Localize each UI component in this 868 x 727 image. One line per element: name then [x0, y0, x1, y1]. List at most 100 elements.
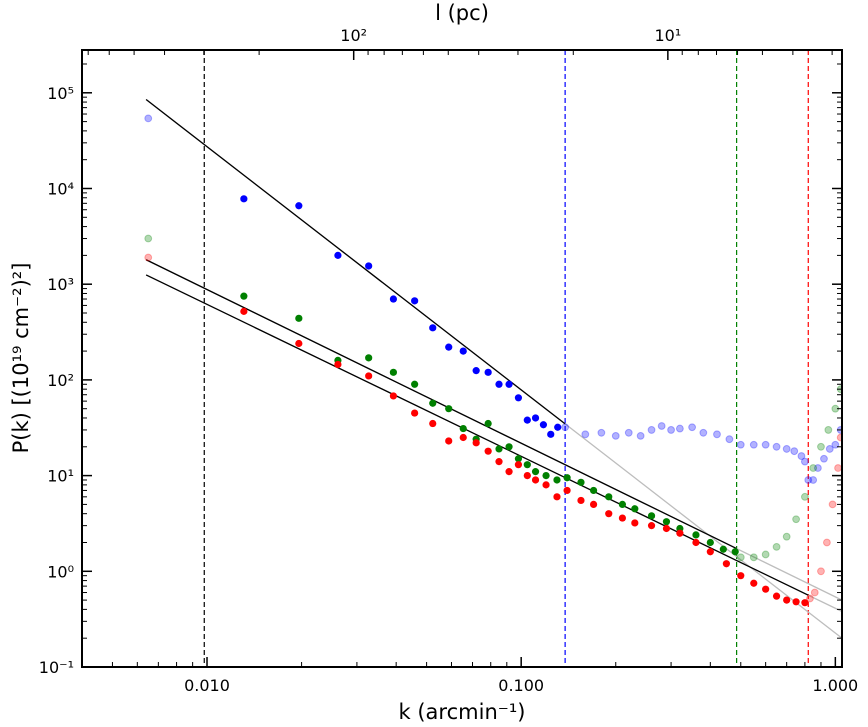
data-point — [577, 478, 585, 486]
data-point — [554, 423, 562, 431]
faded-data-point — [809, 464, 818, 472]
y-tick-label: 10² — [47, 371, 74, 390]
data-point — [365, 262, 373, 270]
data-point — [662, 518, 671, 526]
data-point — [514, 461, 523, 469]
faded-data-point — [561, 423, 570, 432]
fit-line — [145, 259, 737, 550]
top-tick-label: 10¹ — [654, 26, 681, 45]
faded-data-point — [817, 442, 825, 451]
data-point — [577, 496, 585, 505]
faded-data-point — [790, 447, 799, 456]
data-point — [605, 510, 613, 518]
fit-line — [145, 99, 566, 425]
data-point — [389, 295, 398, 303]
faded-data-point — [761, 550, 770, 559]
data-point — [618, 514, 627, 522]
faded-data-point — [836, 433, 842, 442]
data-point — [553, 476, 561, 484]
data-point — [240, 307, 248, 315]
data-point — [792, 598, 800, 606]
data-point — [459, 424, 467, 433]
faded-data-point — [699, 428, 708, 437]
faded-data-point — [800, 492, 809, 501]
data-point — [429, 419, 437, 428]
data-point — [762, 585, 770, 593]
faded-data-point — [806, 594, 814, 603]
data-point — [722, 560, 730, 568]
data-point — [523, 461, 531, 469]
data-point — [495, 380, 503, 388]
x-tick-label: 1.000 — [812, 676, 858, 695]
y-tick-label: 10¹ — [47, 467, 74, 486]
data-point — [553, 493, 561, 501]
data-point — [539, 421, 548, 429]
data-point — [523, 471, 531, 480]
data-point — [389, 368, 398, 376]
data-point — [365, 354, 373, 362]
data-point — [505, 468, 513, 476]
plot-frame — [81, 49, 843, 668]
data-point — [542, 471, 550, 480]
faded-data-point — [749, 553, 758, 562]
faded-data-point — [667, 426, 675, 434]
faded-data-point — [736, 440, 745, 449]
data-point — [240, 292, 248, 300]
y-tick-label: 10⁻¹ — [39, 658, 74, 677]
data-point — [334, 251, 342, 259]
top-axis: 10² 10¹ — [87, 26, 833, 60]
data-point — [772, 592, 781, 600]
data-point — [240, 195, 248, 203]
data-point — [472, 439, 480, 447]
faded-data-point — [736, 553, 745, 562]
faded-data-point — [144, 114, 153, 123]
data-point — [445, 343, 453, 351]
data-point — [411, 380, 419, 388]
plot-layer — [144, 50, 842, 667]
faded-data-point — [820, 454, 828, 463]
faded-data-point — [761, 440, 770, 449]
data-point — [631, 505, 639, 513]
data-point — [801, 599, 809, 607]
data-point — [605, 493, 613, 501]
faded-data-point — [782, 532, 791, 541]
data-point — [647, 512, 656, 520]
data-point — [389, 392, 398, 400]
data-point — [484, 419, 492, 428]
data-point — [647, 522, 656, 530]
faded-data-point — [597, 428, 606, 437]
faded-data-point — [817, 567, 825, 576]
y-tick-label: 10⁰ — [47, 562, 74, 581]
faded-data-point — [772, 442, 781, 451]
data-point — [445, 405, 453, 413]
data-point — [459, 433, 467, 442]
data-point — [618, 500, 627, 509]
data-point — [484, 447, 492, 455]
data-point — [295, 202, 303, 210]
x-tick-label: 0.010 — [184, 676, 230, 695]
data-point — [505, 443, 513, 451]
faded-data-point — [657, 422, 666, 430]
top-axis-label: l (pc) — [435, 1, 489, 25]
data-point — [531, 476, 540, 484]
data-point — [334, 360, 342, 369]
faded-data-point — [804, 476, 813, 484]
faded-data-point — [814, 464, 822, 472]
data-point — [411, 409, 419, 417]
faded-data-point — [834, 464, 842, 472]
top-tick-label: 10² — [340, 26, 367, 45]
y-axis-label: P(k) [(10¹⁹ cm⁻²)²] — [9, 263, 33, 454]
faded-data-point — [624, 428, 633, 437]
data-point — [531, 468, 540, 476]
data-point — [706, 538, 714, 547]
faded-data-point — [725, 435, 734, 444]
faded-data-point — [797, 452, 806, 460]
faded-data-point — [749, 440, 758, 449]
data-point — [563, 474, 571, 482]
data-point — [514, 455, 523, 463]
data-point — [531, 414, 540, 422]
faded-data-point — [782, 445, 791, 453]
data-point — [731, 548, 739, 556]
data-point — [495, 445, 503, 453]
